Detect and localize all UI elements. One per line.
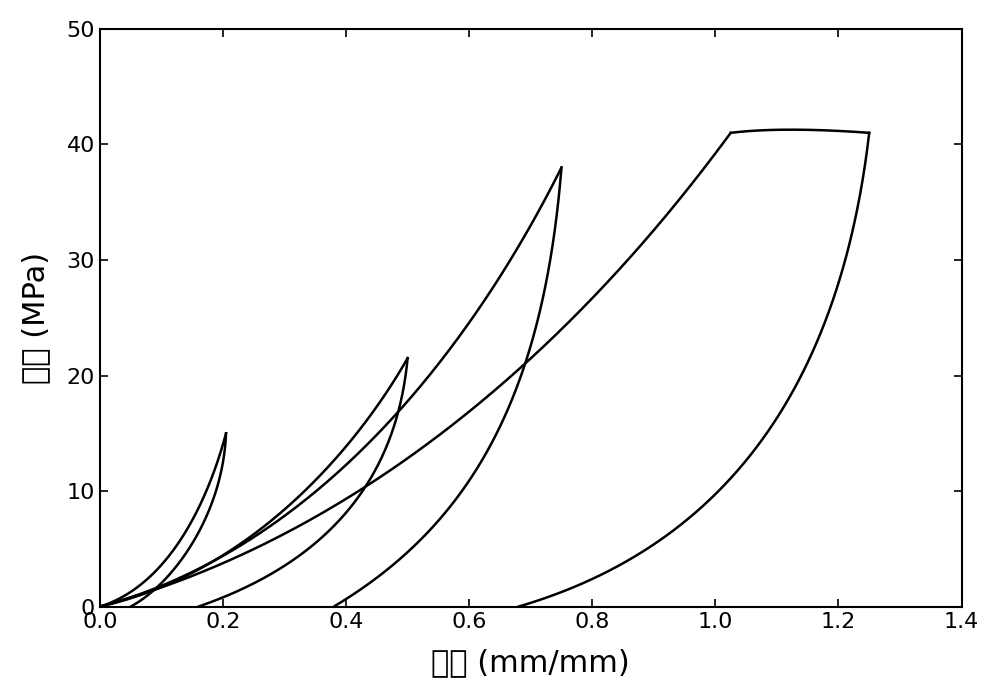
Y-axis label: 应力 (MPa): 应力 (MPa) [21,252,50,384]
X-axis label: 应变 (mm/mm): 应变 (mm/mm) [431,648,630,677]
